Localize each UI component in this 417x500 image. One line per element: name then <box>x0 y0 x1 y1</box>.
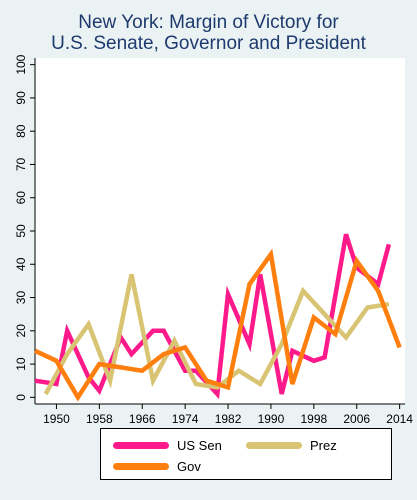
y-tick-label: 0 <box>14 394 28 401</box>
chart-title-line-2: U.S. Senate, Governor and President <box>51 33 366 54</box>
x-tick-label: 1998 <box>300 412 327 426</box>
legend-label-gov: Gov <box>177 459 201 474</box>
y-tick-label: 80 <box>14 124 28 138</box>
legend: US Sen Prez Gov <box>100 428 392 480</box>
x-tick-label: 1974 <box>172 412 199 426</box>
x-tick-label: 1982 <box>215 412 242 426</box>
y-tick-label: 50 <box>14 224 28 238</box>
series-line-us-sen <box>34 233 392 400</box>
legend-swatch-gov <box>113 463 169 470</box>
x-tick-label: 1950 <box>43 412 70 426</box>
legend-label-prez: Prez <box>310 438 337 453</box>
y-tick-label: 10 <box>14 357 28 371</box>
legend-swatch-us-sen <box>113 442 169 449</box>
y-tick-label: 20 <box>14 324 28 338</box>
x-tick-label: 1966 <box>129 412 156 426</box>
series-line-prez <box>43 273 390 396</box>
axes: 0 10 20 30 40 50 60 70 80 90 100 1950 1958 1966 1974 19… <box>14 54 413 426</box>
series-line-gov <box>34 248 402 402</box>
y-tick-label: 70 <box>14 157 28 171</box>
series-layer <box>34 233 402 402</box>
chart-title-line-1: New York: Margin of Victory for <box>78 12 339 33</box>
legend-label-us-sen: US Sen <box>177 438 222 453</box>
y-tick-label: 40 <box>14 257 28 271</box>
y-tick-label: 100 <box>14 54 28 74</box>
y-tick-label: 30 <box>14 291 28 305</box>
legend-swatch-prez <box>246 442 302 449</box>
y-tick-label: 60 <box>14 191 28 205</box>
x-tick-label: 2006 <box>343 412 370 426</box>
y-tick-label: 90 <box>14 91 28 105</box>
chart-title: New York: Margin of Victory for U.S. Sen… <box>0 12 417 54</box>
x-tick-label: 2014 <box>386 412 413 426</box>
x-tick-label: 1958 <box>86 412 113 426</box>
x-tick-label: 1990 <box>258 412 285 426</box>
